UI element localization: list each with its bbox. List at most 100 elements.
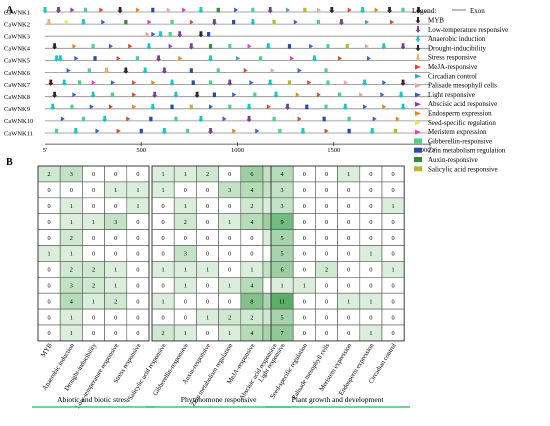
element-mark — [189, 68, 193, 73]
cell-value: 0 — [48, 203, 51, 210]
element-mark — [236, 55, 240, 61]
cell-value: 0 — [136, 330, 139, 337]
cell-value: 0 — [206, 219, 209, 226]
cell-value: 0 — [325, 298, 328, 305]
element-mark — [72, 43, 77, 49]
cell-value: 3 — [228, 187, 231, 194]
element-mark — [149, 116, 153, 122]
cell-value: 0 — [206, 282, 209, 289]
element-mark — [297, 116, 302, 122]
element-mark — [228, 104, 232, 110]
element-mark — [155, 55, 162, 62]
element-mark — [393, 128, 397, 134]
cell-value: 11 — [279, 298, 285, 305]
cell-value: 1 — [347, 298, 350, 305]
element-mark — [364, 43, 369, 49]
cell-value: 0 — [228, 251, 231, 258]
cell-value: 0 — [162, 282, 165, 289]
element-mark — [191, 80, 195, 85]
light-responsive-legend-icon — [415, 92, 421, 98]
legend-label: Palisade mesophyll cells — [428, 82, 497, 90]
cell-value: 8 — [250, 298, 253, 305]
element-mark — [161, 128, 167, 135]
cell-value: 0 — [48, 282, 51, 289]
element-mark — [251, 7, 255, 13]
cell-value: 0 — [303, 187, 306, 194]
heatmap-block-border — [270, 165, 405, 342]
cell-value: 0 — [206, 298, 209, 305]
cell-value: 0 — [303, 171, 306, 178]
cell-value: 1 — [162, 267, 165, 274]
cell-value: 0 — [48, 219, 51, 226]
element-mark — [382, 80, 387, 86]
cell-value: 1 — [184, 203, 187, 210]
element-mark — [87, 68, 91, 73]
cell-value: 2 — [70, 235, 73, 242]
element-mark — [208, 80, 213, 85]
element-mark — [309, 43, 314, 49]
cell-value: 3 — [281, 187, 284, 194]
cell-value: 1 — [184, 330, 187, 337]
element-mark — [343, 80, 348, 86]
element-mark — [207, 32, 211, 37]
cell-value: 0 — [48, 314, 51, 321]
cell-value: 0 — [92, 171, 95, 178]
legend-label: Drought-inducibility — [428, 44, 486, 52]
cell-value: 3 — [281, 203, 284, 210]
cell-value: 0 — [325, 219, 328, 226]
element-mark — [386, 7, 393, 14]
element-mark — [366, 55, 371, 61]
cell-value: 1 — [70, 203, 73, 210]
element-mark — [64, 19, 69, 25]
element-mark — [295, 92, 300, 98]
zein-metabolism-regulation-legend-icon — [414, 147, 422, 153]
element-count-heatmap: 2 3 0 0 00 0 0 1 10 1 0 0 10 1 1 3 00 2 0 0 01 1 0 0 00 2 2 1 00 3 2 1 0… — [32, 165, 411, 410]
cell-value: 0 — [347, 282, 350, 289]
element-mark — [382, 104, 387, 110]
legend-title: Legend: — [412, 6, 437, 15]
cell-value: 0 — [303, 267, 306, 274]
cell-value: 0 — [392, 171, 395, 178]
gene-label: CaWNK3 — [4, 34, 30, 41]
cell-value: 1 — [228, 282, 231, 289]
element-mark — [80, 19, 87, 26]
cell-value: 4 — [250, 282, 253, 289]
element-mark — [70, 104, 74, 110]
cell-value: 1 — [162, 298, 165, 305]
element-mark — [361, 79, 368, 86]
element-mark — [132, 104, 137, 110]
element-mark — [116, 128, 121, 134]
element-mark — [135, 56, 139, 61]
cell-value: 3 — [70, 171, 73, 178]
auxin-responsive-legend-icon — [414, 157, 422, 162]
scale-tick-label: 500 — [136, 147, 146, 154]
cell-value: 1 — [136, 187, 139, 194]
element-mark — [307, 80, 312, 86]
cell-value: 2 — [70, 267, 73, 274]
cell-value: 0 — [48, 298, 51, 305]
element-mark — [48, 79, 54, 86]
scale-tick-label: 2000 — [418, 147, 431, 154]
element-mark — [81, 116, 86, 122]
element-mark — [287, 44, 292, 49]
cell-value: 0 — [369, 235, 372, 242]
cell-value: 0 — [347, 330, 350, 337]
cell-value: 0 — [92, 314, 95, 321]
element-mark — [347, 116, 351, 122]
gene-label: CaWNK11 — [4, 130, 33, 137]
cell-value: 4 — [281, 171, 284, 178]
element-mark — [316, 92, 321, 98]
legend-label: MYB — [428, 17, 444, 25]
cell-value: 1 — [184, 171, 187, 178]
cell-value: 0 — [228, 267, 231, 274]
legend-label: Seed-specific regulation — [428, 119, 496, 127]
cell-value: 1 — [303, 282, 306, 289]
element-mark — [311, 55, 318, 62]
gibberellin-responsive-legend-icon — [414, 138, 422, 144]
element-mark — [123, 67, 129, 74]
element-mark — [189, 19, 194, 25]
element-mark — [250, 19, 256, 26]
element-mark — [278, 128, 282, 134]
element-mark — [227, 79, 233, 86]
element-mark — [170, 19, 174, 25]
